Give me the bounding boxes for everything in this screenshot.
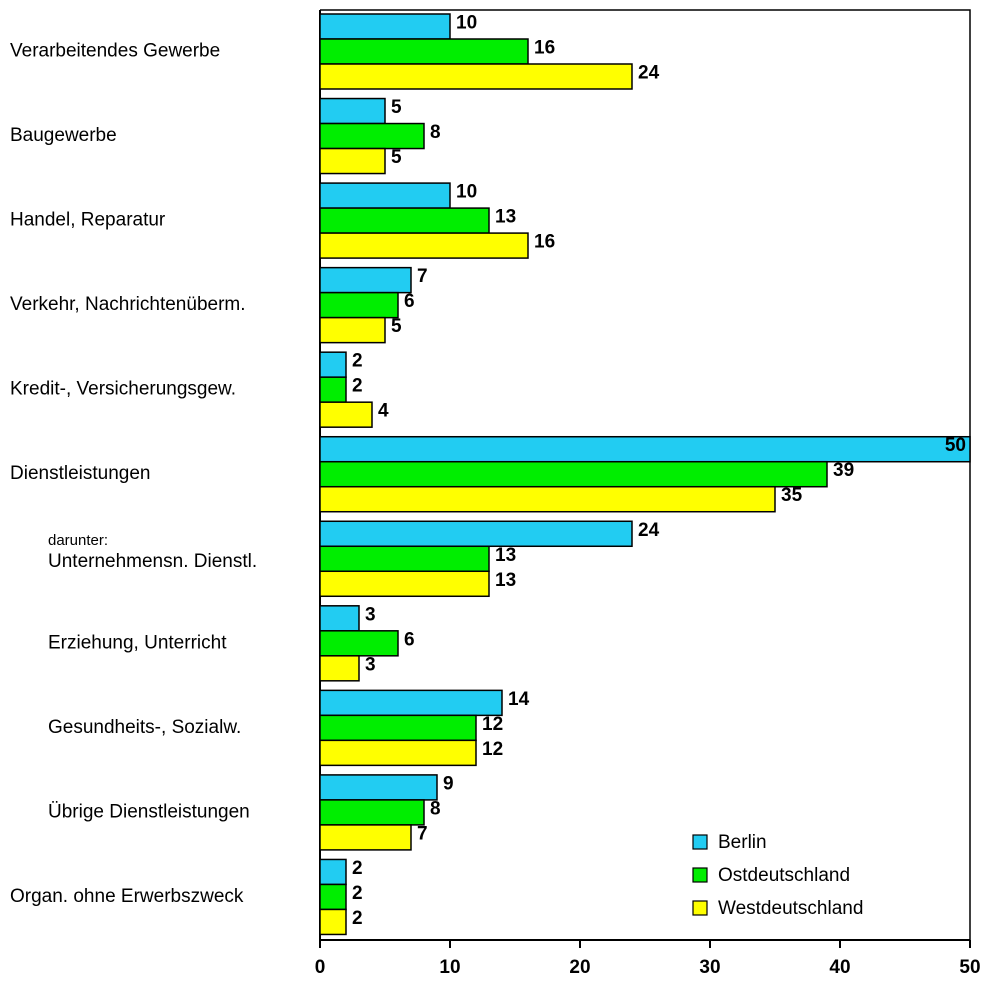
value-label: 2	[352, 351, 363, 372]
category-label: Verarbeitendes Gewerbe	[10, 41, 220, 62]
bar	[319, 182, 451, 209]
legend-swatch	[692, 834, 708, 850]
bar	[319, 351, 347, 378]
value-label: 50	[945, 435, 966, 456]
value-label: 13	[495, 570, 516, 591]
category-label: Organ. ohne Erwerbszweck	[10, 886, 244, 907]
x-tick-label: 0	[315, 957, 326, 978]
bar	[319, 38, 529, 65]
bar	[319, 291, 399, 319]
annotation: darunter:	[48, 532, 108, 549]
category-label: Baugewerbe	[10, 125, 117, 146]
bar	[319, 520, 633, 548]
bar	[319, 739, 477, 767]
bar	[319, 207, 490, 234]
category-label: Unternehmensn. Dienstl.	[48, 551, 257, 572]
value-label: 2	[352, 376, 363, 397]
value-label: 2	[352, 858, 363, 879]
bar	[319, 63, 633, 90]
bar	[319, 435, 971, 463]
bar	[319, 316, 386, 344]
bar	[319, 655, 360, 682]
bar	[319, 13, 451, 40]
value-label: 3	[365, 654, 376, 675]
bar	[319, 774, 438, 801]
category-label: Dienstleistungen	[10, 463, 150, 484]
bar	[319, 122, 425, 150]
value-label: 10	[456, 13, 477, 34]
bar	[319, 401, 373, 428]
bar	[319, 485, 776, 513]
value-label: 13	[495, 207, 516, 228]
bar	[319, 570, 490, 598]
value-label: 7	[417, 266, 428, 287]
x-tick-label: 30	[699, 957, 720, 978]
value-label: 13	[495, 545, 516, 566]
bar	[319, 460, 828, 488]
category-label: Kredit-, Versicherungsgew.	[10, 379, 236, 400]
value-label: 39	[833, 460, 854, 481]
bar	[319, 858, 347, 886]
bar	[319, 97, 386, 125]
category-label: Übrige Dienstleistungen	[48, 801, 250, 822]
bar	[319, 545, 490, 573]
bar	[319, 232, 529, 259]
bar	[319, 376, 347, 403]
value-label: 2	[352, 908, 363, 929]
legend-label: Westdeutschland	[718, 898, 863, 919]
bar	[319, 714, 477, 742]
legend-swatch	[692, 900, 708, 916]
bar	[319, 799, 425, 826]
legend-swatch	[692, 867, 708, 883]
bar	[319, 266, 412, 294]
bar	[319, 147, 386, 175]
x-tick-label: 10	[439, 957, 460, 978]
x-tick-label: 50	[959, 957, 980, 978]
value-label: 3	[365, 604, 376, 625]
category-label: Handel, Reparatur	[10, 210, 166, 231]
value-label: 4	[378, 401, 389, 422]
value-label: 16	[534, 38, 555, 59]
value-label: 2	[352, 883, 363, 904]
x-tick-label: 40	[829, 957, 850, 978]
value-label: 5	[391, 316, 402, 337]
value-label: 35	[781, 485, 803, 506]
category-label: Erziehung, Unterricht	[48, 632, 227, 653]
value-label: 8	[430, 798, 441, 819]
bar	[319, 824, 412, 851]
bar	[319, 908, 347, 936]
legend-label: Berlin	[718, 832, 767, 853]
value-label: 10	[456, 182, 477, 203]
value-label: 5	[391, 97, 402, 118]
value-label: 5	[391, 147, 402, 168]
value-label: 12	[482, 714, 503, 735]
bar	[319, 630, 399, 657]
value-label: 24	[638, 63, 660, 84]
plot-frame	[320, 9, 971, 940]
x-tick-label: 20	[569, 957, 590, 978]
bar	[319, 883, 347, 911]
value-label: 8	[430, 122, 441, 143]
value-label: 6	[404, 629, 415, 650]
value-label: 16	[534, 232, 555, 253]
category-label: Gesundheits-, Sozialw.	[48, 717, 241, 738]
bar	[319, 689, 503, 717]
bar	[319, 605, 360, 632]
value-label: 24	[638, 520, 660, 541]
value-label: 7	[417, 823, 428, 844]
legend-label: Ostdeutschland	[718, 865, 850, 886]
category-label: Verkehr, Nachrichtenüberm.	[10, 294, 246, 315]
value-label: 12	[482, 739, 503, 760]
value-label: 14	[508, 689, 530, 710]
value-label: 6	[404, 291, 415, 312]
value-label: 9	[443, 773, 454, 794]
